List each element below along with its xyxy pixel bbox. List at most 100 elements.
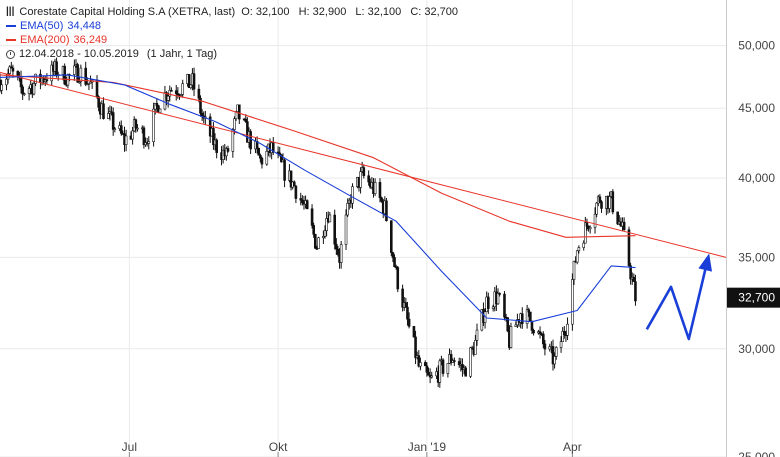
candle-body	[582, 242, 586, 248]
x-tick-label: Jan '19	[408, 440, 447, 454]
candle-body	[475, 329, 479, 341]
candle-body	[27, 88, 31, 94]
candle-body	[249, 131, 252, 150]
candle-body	[113, 128, 117, 130]
candle-body	[541, 333, 545, 345]
candle-body	[181, 83, 185, 95]
candle-layer	[0, 57, 637, 388]
candle-body	[280, 154, 283, 163]
candle-body	[380, 197, 383, 202]
candle-body	[271, 142, 275, 153]
candle-body	[166, 95, 170, 101]
candle-body	[532, 330, 535, 334]
candle-body	[438, 360, 442, 383]
candle-body	[359, 171, 362, 188]
candle-body	[110, 111, 113, 114]
candle-body	[107, 113, 110, 119]
candle-body	[394, 266, 398, 268]
candle-body	[283, 159, 286, 181]
candle-body	[5, 78, 8, 86]
candle-body	[525, 309, 529, 325]
candle-body	[170, 90, 173, 92]
candle-body	[260, 157, 264, 165]
y-tick-label: 40,000	[738, 171, 775, 185]
y-tick-label: 35,000	[738, 250, 775, 264]
candle-body	[412, 326, 416, 338]
candle-body	[199, 97, 202, 114]
candle-body	[446, 363, 450, 374]
candle-body	[559, 341, 563, 348]
candle-body	[34, 73, 37, 84]
candle-body	[158, 108, 162, 113]
candle-body	[575, 250, 579, 263]
candle-body	[584, 222, 587, 244]
candle-body	[233, 118, 236, 130]
legend-ema50[interactable]: EMA(50) 34,448	[6, 19, 458, 33]
candle-body	[498, 293, 501, 295]
candle-body	[373, 182, 377, 194]
candle-body	[616, 211, 619, 225]
candle-body	[333, 214, 337, 245]
candle-body	[136, 127, 139, 130]
candle-body	[8, 66, 12, 74]
candle-body	[566, 323, 569, 336]
candle-body	[102, 103, 105, 119]
candle-body	[406, 306, 409, 320]
candle-body	[310, 208, 314, 226]
candle-body	[548, 346, 552, 350]
candle-body	[506, 317, 510, 332]
candle-body	[419, 362, 422, 367]
candle-body	[427, 372, 430, 376]
candle-body	[163, 92, 167, 110]
candle-body	[231, 129, 235, 152]
candle-body	[265, 151, 269, 165]
legend-range-row: 12.04.2018 - 10.05.2019 (1 Jahr, 1 Tag)	[6, 47, 458, 61]
candle-body	[509, 326, 513, 348]
ema50-label: EMA(50)	[20, 19, 64, 32]
candle-body	[346, 203, 349, 216]
candle-body	[225, 148, 228, 157]
candle-body	[520, 313, 524, 325]
candle-body	[317, 237, 320, 249]
candle-body	[551, 346, 555, 365]
clock-icon	[6, 49, 15, 59]
candle-body	[457, 361, 461, 366]
candle-body	[474, 340, 477, 355]
trend-line	[0, 71, 727, 258]
candle-body	[179, 94, 183, 96]
candle-body	[571, 279, 574, 325]
ema50-value: 34,448	[67, 19, 102, 32]
candle-body	[632, 276, 636, 282]
y-tick-label: 25,000	[738, 450, 775, 457]
x-tick-label: Jul	[122, 440, 137, 454]
ema200-line	[0, 74, 636, 238]
ohlc-values: O: 32,100 H: 32,900 L: 32,100 C: 32,700	[235, 6, 458, 18]
candle-body	[622, 221, 626, 231]
ema200-value: 36,249	[73, 33, 108, 46]
candle-body	[124, 135, 128, 145]
candle-body	[322, 236, 325, 239]
candle-body	[417, 355, 421, 367]
candle-body	[553, 356, 556, 365]
candle-body	[339, 244, 343, 263]
candle-body	[423, 362, 427, 367]
candle-body	[414, 336, 417, 358]
period-label: (1 Jahr, 1 Tag)	[146, 47, 218, 60]
legend-ema200[interactable]: EMA(200) 36,249	[6, 33, 458, 47]
candle-body	[538, 331, 542, 334]
line-layer	[0, 71, 727, 341]
candle-body	[453, 360, 456, 362]
candle-body	[325, 218, 328, 231]
candle-body	[469, 347, 472, 377]
candle-body	[461, 364, 464, 371]
candle-body	[588, 226, 592, 230]
candle-body	[79, 67, 83, 82]
candle-body	[276, 151, 280, 154]
candle-body	[367, 175, 370, 183]
candle-body	[577, 247, 581, 252]
candle-body	[55, 61, 58, 76]
candle-body	[393, 257, 396, 267]
candle-body	[593, 213, 597, 228]
candle-body	[491, 306, 495, 309]
